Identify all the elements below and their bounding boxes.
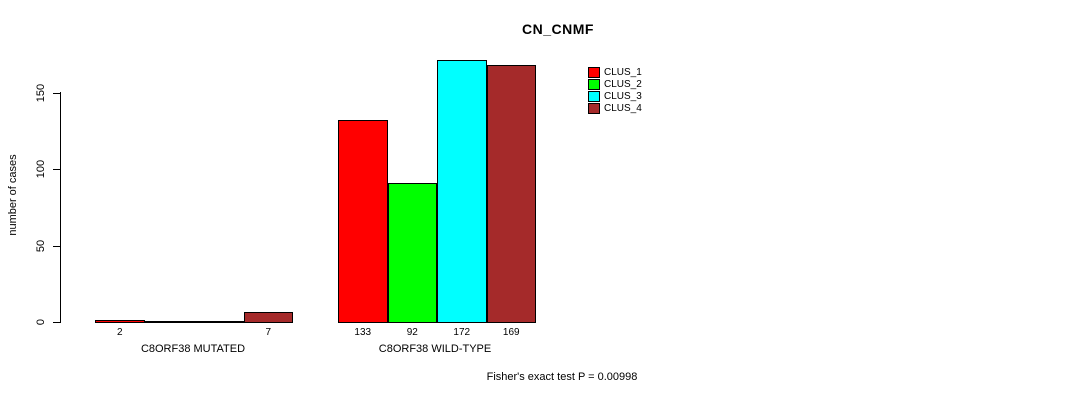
y-tick-mark — [53, 169, 60, 170]
legend: CLUS_1 CLUS_2 CLUS_3 CLUS_4 — [588, 66, 642, 114]
bar-clus_1-group1 — [95, 320, 145, 323]
bar-clus_3-group1 — [194, 321, 244, 323]
legend-row-clus_1: CLUS_1 — [588, 66, 642, 78]
legend-swatch-icon — [588, 78, 600, 90]
chart-title: CN_CNMF — [522, 21, 594, 37]
y-tick-mark — [53, 246, 60, 247]
legend-label: CLUS_1 — [604, 66, 642, 78]
legend-label: CLUS_2 — [604, 78, 642, 90]
bar-clus_4-group1 — [243, 312, 293, 323]
legend-row-clus_2: CLUS_2 — [588, 78, 642, 90]
bar-clus_2-group2 — [387, 183, 437, 323]
y-tick-mark — [53, 322, 60, 323]
y-axis-line — [60, 92, 61, 323]
fisher-test-annotation: Fisher's exact test P = 0.00998 — [486, 371, 638, 383]
bar-clus_3-group2 — [437, 60, 487, 323]
group-label-mutated: C8ORF38 MUTATED — [140, 343, 246, 355]
bar-value-label: 133 — [354, 327, 372, 338]
legend-row-clus_3: CLUS_3 — [588, 90, 642, 102]
bar-value-label: 2 — [116, 327, 123, 338]
legend-label: CLUS_4 — [604, 102, 642, 114]
legend-swatch-icon — [588, 90, 600, 102]
bar-value-label: 7 — [265, 327, 272, 338]
group-label-wild-type: C8ORF38 WILD-TYPE — [378, 343, 492, 355]
bar-value-label: 92 — [406, 327, 418, 338]
bar-clus_4-group2 — [486, 65, 536, 323]
bar-value-label: 169 — [502, 327, 520, 338]
y-tick-mark — [53, 93, 60, 94]
legend-swatch-icon — [588, 66, 600, 78]
y-tick-label: 150 — [35, 83, 47, 103]
bar-clus_1-group2 — [338, 120, 388, 323]
bar-value-label: 172 — [453, 327, 471, 338]
y-axis-title: number of cases — [7, 154, 19, 236]
y-tick-label: 100 — [35, 159, 47, 179]
bar-clus_2-group1 — [144, 321, 194, 323]
legend-row-clus_4: CLUS_4 — [588, 102, 642, 114]
y-tick-label: 0 — [35, 318, 47, 326]
y-tick-label: 50 — [35, 239, 47, 253]
legend-label: CLUS_3 — [604, 90, 642, 102]
legend-swatch-icon — [588, 102, 600, 114]
